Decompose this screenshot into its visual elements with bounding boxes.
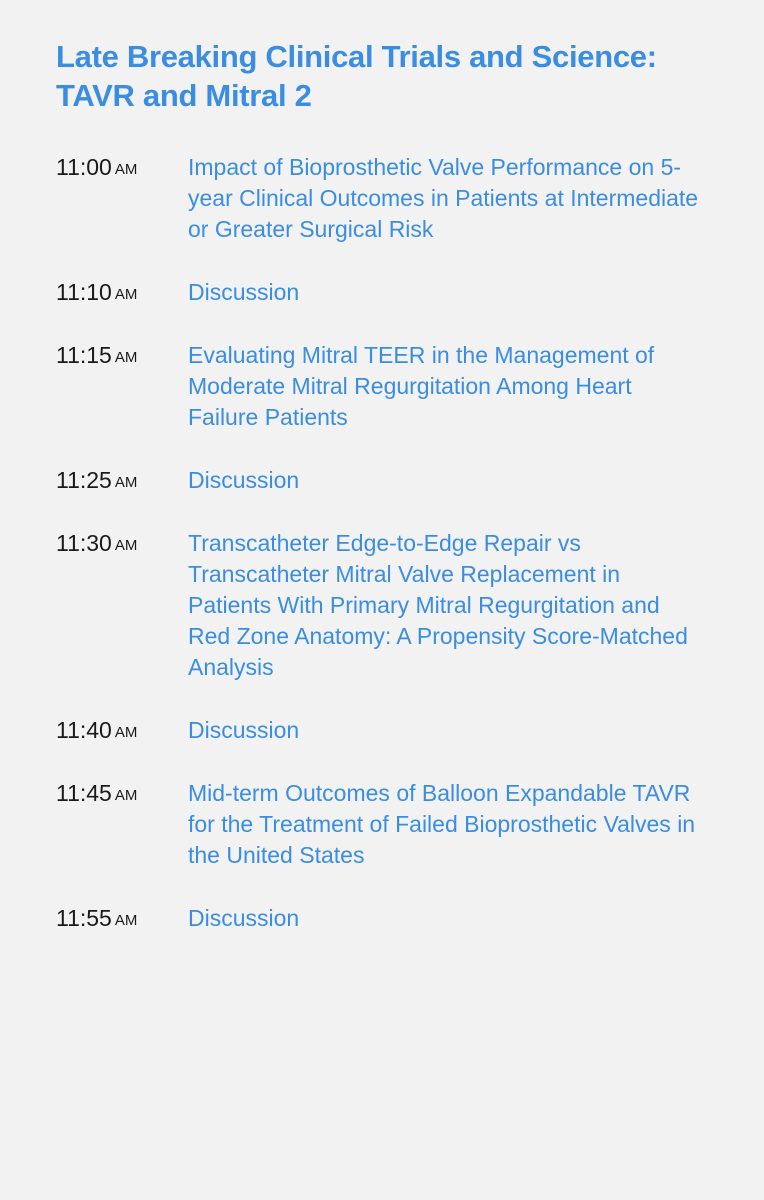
- time-value: 11:40: [56, 717, 112, 743]
- schedule-row: 11:00AM Impact of Bioprosthetic Valve Pe…: [56, 152, 708, 245]
- schedule-row: 11:55AM Discussion: [56, 903, 708, 934]
- schedule-time: 11:25AM: [56, 465, 164, 496]
- schedule-row: 11:40AM Discussion: [56, 715, 708, 746]
- schedule-topic-link[interactable]: Impact of Bioprosthetic Valve Performanc…: [188, 152, 708, 245]
- schedule-time: 11:55AM: [56, 903, 164, 934]
- time-ampm: AM: [115, 912, 138, 929]
- time-ampm: AM: [115, 537, 138, 554]
- schedule-topic-link[interactable]: Transcatheter Edge-to-Edge Repair vs Tra…: [188, 528, 708, 683]
- schedule-time: 11:30AM: [56, 528, 164, 559]
- schedule-topic-link[interactable]: Discussion: [188, 277, 708, 308]
- time-value: 11:45: [56, 780, 112, 806]
- schedule-topic-link[interactable]: Discussion: [188, 465, 708, 496]
- schedule-list: 11:00AM Impact of Bioprosthetic Valve Pe…: [56, 152, 708, 935]
- time-value: 11:25: [56, 467, 112, 493]
- schedule-row: 11:45AM Mid-term Outcomes of Balloon Exp…: [56, 778, 708, 871]
- schedule-time: 11:00AM: [56, 152, 164, 183]
- schedule-time: 11:40AM: [56, 715, 164, 746]
- session-title[interactable]: Late Breaking Clinical Trials and Scienc…: [56, 38, 708, 116]
- schedule-time: 11:15AM: [56, 340, 164, 371]
- schedule-row: 11:25AM Discussion: [56, 465, 708, 496]
- time-ampm: AM: [115, 286, 138, 303]
- time-value: 11:00: [56, 154, 112, 180]
- schedule-topic-link[interactable]: Evaluating Mitral TEER in the Management…: [188, 340, 708, 433]
- time-ampm: AM: [115, 349, 138, 366]
- schedule-topic-link[interactable]: Mid-term Outcomes of Balloon Expandable …: [188, 778, 708, 871]
- schedule-time: 11:10AM: [56, 277, 164, 308]
- time-ampm: AM: [115, 724, 138, 741]
- time-value: 11:55: [56, 905, 112, 931]
- schedule-row: 11:30AM Transcatheter Edge-to-Edge Repai…: [56, 528, 708, 683]
- time-value: 11:30: [56, 530, 112, 556]
- schedule-row: 11:15AM Evaluating Mitral TEER in the Ma…: [56, 340, 708, 433]
- time-ampm: AM: [115, 474, 138, 491]
- time-value: 11:10: [56, 279, 112, 305]
- schedule-time: 11:45AM: [56, 778, 164, 809]
- time-ampm: AM: [115, 161, 138, 178]
- schedule-topic-link[interactable]: Discussion: [188, 715, 708, 746]
- schedule-topic-link[interactable]: Discussion: [188, 903, 708, 934]
- schedule-row: 11:10AM Discussion: [56, 277, 708, 308]
- time-ampm: AM: [115, 787, 138, 804]
- time-value: 11:15: [56, 342, 112, 368]
